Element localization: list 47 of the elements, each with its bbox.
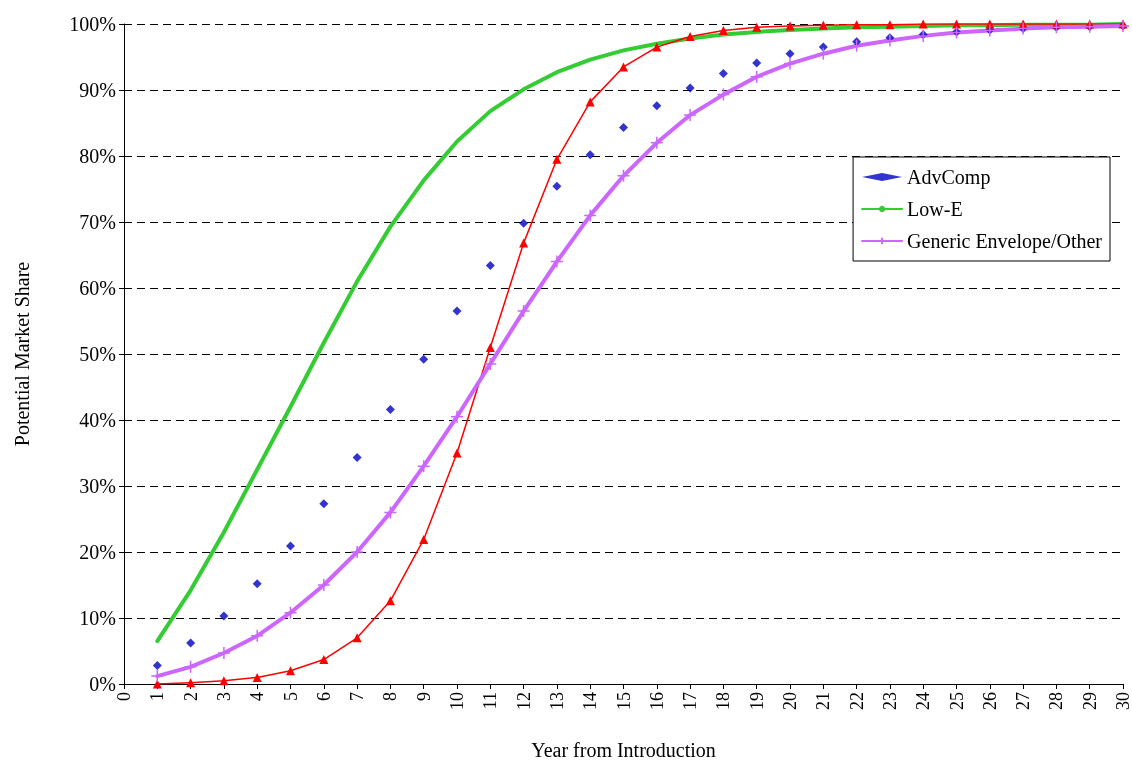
x-tick-label: 11 [480,692,501,710]
x-tick-label: 14 [580,692,601,710]
x-tick-label: 21 [813,692,834,710]
y-tick-label: 40% [79,409,116,431]
y-tick-label: 90% [79,79,116,101]
y-tick-label: 30% [79,475,116,497]
x-tick-label: 27 [1013,692,1034,710]
x-tick-label: 10 [447,692,467,710]
x-tick-label: 17 [680,692,701,710]
y-tick-label: 60% [79,277,116,299]
y-tick-label: 50% [79,343,116,365]
x-tick-label: 7 [347,692,368,701]
x-tick-label: 19 [746,692,767,710]
x-tick-label: 4 [247,692,268,701]
x-tick-label: 16 [646,692,667,710]
x-tick-label: 6 [313,692,334,701]
x-tick-label: 23 [879,692,900,710]
x-tick-label: 22 [846,692,867,710]
y-tick-label: 20% [79,541,116,563]
x-tick-label: 25 [946,692,967,710]
x-tick-label: 18 [713,692,734,710]
x-tick-label: 24 [913,692,934,710]
y-tick-label: 10% [79,607,116,629]
y-tick-label: 80% [79,145,116,167]
x-tick-label: 5 [280,692,301,701]
y-tick-label: 70% [79,211,116,233]
y-axis-title: Potential Market Share [11,261,33,447]
x-tick-label: 30 [1113,692,1132,710]
x-tick-label: 9 [413,692,434,701]
x-tick-label: 26 [979,692,1000,710]
x-tick-label: 1 [147,692,168,701]
x-tick-label: 28 [1046,692,1067,710]
y-tick-label: 0% [89,673,116,695]
legend-label: AdvComp [907,166,991,189]
x-tick-label: 3 [213,692,234,701]
x-tick-label: 13 [546,692,567,710]
x-tick-label: 0 [114,692,134,701]
x-tick-label: 8 [380,692,401,701]
legend-label: Low-E [907,198,963,220]
x-tick-label: 12 [513,692,534,710]
x-tick-label: 2 [180,692,201,701]
x-tick-label: 29 [1079,692,1100,710]
x-tick-label: 20 [780,692,800,710]
x-tick-label: 15 [613,692,634,710]
x-axis-title: Year from Introduction [531,739,716,761]
y-tick-label: 100% [69,13,116,35]
legend-label: Generic Envelope/Other [907,230,1103,253]
